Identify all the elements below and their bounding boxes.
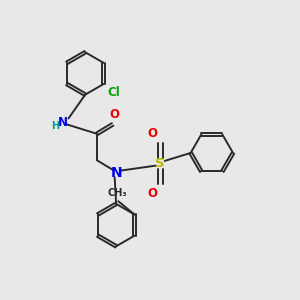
Text: O: O (147, 187, 157, 200)
Text: N: N (58, 116, 68, 128)
Text: H: H (51, 121, 59, 130)
Text: O: O (147, 127, 157, 140)
Text: O: O (109, 108, 119, 122)
Text: CH₃: CH₃ (107, 188, 127, 198)
Text: Cl: Cl (107, 85, 120, 98)
Text: N: N (110, 166, 122, 180)
Text: S: S (155, 157, 165, 170)
